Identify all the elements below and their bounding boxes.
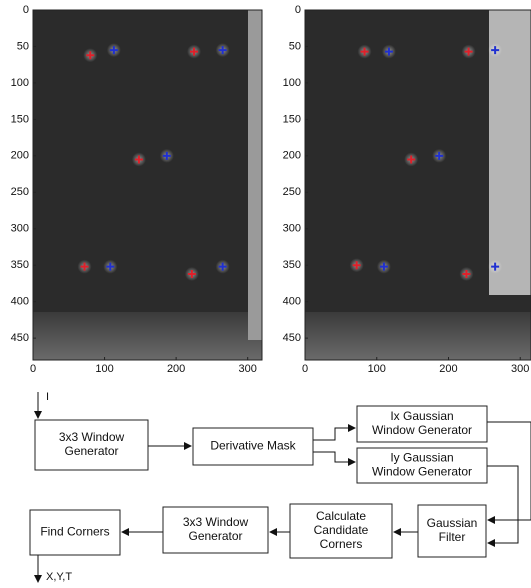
y-tick-label: 100 [11, 77, 29, 89]
node-label: 3x3 Window [183, 515, 249, 529]
marker [379, 262, 388, 271]
node-label: Corners [320, 537, 363, 551]
node-label: Generator [188, 529, 242, 543]
marker [384, 47, 393, 56]
y-tick-label: 300 [11, 223, 29, 235]
x-tick-label: 0 [30, 363, 36, 375]
x-tick-label: 300 [511, 363, 529, 375]
node-label: Window Generator [372, 423, 472, 437]
y-tick-label: 0 [295, 4, 301, 16]
marker [106, 262, 115, 271]
marker [80, 262, 89, 271]
plot-frame [32, 9, 263, 361]
node-label: Iy Gaussian [390, 451, 453, 465]
node-box [356, 447, 488, 484]
node-label: Gaussian [427, 516, 478, 530]
x-tick-label: 0 [302, 363, 308, 375]
node-label: 3x3 Window [59, 430, 125, 444]
y-tick-label: 250 [283, 186, 301, 198]
node-label: Find Corners [40, 525, 109, 539]
node-label: Filter [439, 530, 466, 544]
y-tick-label: 400 [11, 296, 29, 308]
node-box [417, 504, 487, 558]
y-tick-label: 450 [11, 332, 29, 344]
y-tick-label: 200 [11, 150, 29, 162]
image-floor [33, 312, 262, 360]
node-label: Calculate [316, 509, 366, 523]
node-label: Generator [64, 444, 118, 458]
plot: 0 50 100 150 200 250 300 350 400 450 0 100 200 300 [283, 4, 531, 375]
y-tick-label: 350 [283, 259, 301, 271]
diagram-wires [34, 392, 531, 583]
x-tick-label: 300 [239, 363, 257, 375]
x-tick-label: 200 [439, 363, 457, 375]
node-box [162, 506, 269, 554]
marker [464, 47, 473, 56]
node-box [356, 405, 488, 443]
marker [491, 46, 500, 55]
x-tick-label: 200 [167, 363, 185, 375]
node-box [192, 427, 314, 466]
image-floor [305, 312, 531, 360]
node-box [34, 419, 149, 471]
marker [352, 261, 361, 270]
image-bg [33, 10, 262, 360]
marker [162, 151, 171, 160]
y-tick-label: 50 [17, 40, 29, 52]
plot-frame [304, 9, 531, 361]
x-tick-label: 100 [95, 363, 113, 375]
marker [407, 155, 416, 164]
node-label: Candidate [314, 523, 369, 537]
y-tick-label: 350 [11, 259, 29, 271]
marker [134, 155, 143, 164]
marker [360, 47, 369, 56]
y-tick-label: 450 [283, 332, 301, 344]
node-label: Ix Gaussian [390, 409, 453, 423]
marker [190, 47, 199, 56]
y-tick-label: 150 [11, 113, 29, 125]
marker [491, 262, 500, 271]
y-tick-label: 50 [289, 40, 301, 52]
input-label: I [46, 391, 49, 403]
y-tick-label: 0 [23, 4, 29, 16]
output-label: X,Y,T [46, 571, 72, 583]
y-tick-label: 400 [283, 296, 301, 308]
node-box [289, 503, 393, 559]
y-tick-label: 200 [283, 150, 301, 162]
image-wall [489, 10, 531, 295]
node-label: Window Generator [372, 465, 472, 479]
node-box [29, 509, 121, 556]
marker [109, 46, 118, 55]
marker [86, 51, 95, 60]
y-tick-label: 150 [283, 113, 301, 125]
y-tick-label: 100 [283, 77, 301, 89]
y-tick-label: 250 [11, 186, 29, 198]
node-label: Derivative Mask [210, 439, 296, 453]
plot: 0 50 100 150 200 250 300 350 400 450 0 100 200 300 [11, 4, 263, 375]
marker [435, 151, 444, 160]
x-tick-label: 100 [368, 363, 386, 375]
marker [187, 269, 196, 278]
y-tick-label: 300 [283, 223, 301, 235]
marker [462, 269, 471, 278]
marker [218, 46, 227, 55]
image-wall [248, 10, 262, 340]
marker [218, 262, 227, 271]
